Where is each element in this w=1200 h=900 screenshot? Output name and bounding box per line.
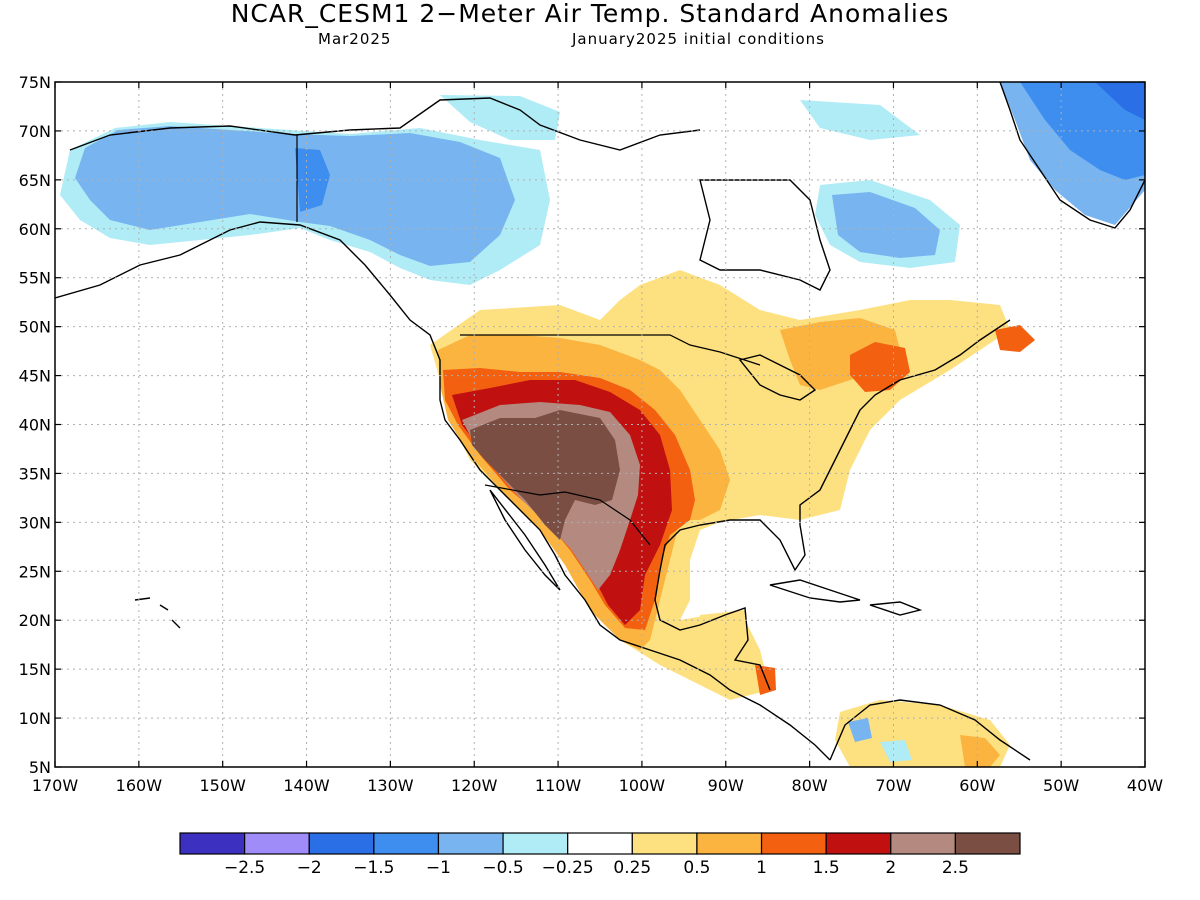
us-east-coast [654, 319, 1011, 691]
lon-label: 150W [200, 776, 247, 795]
legend-swatch [244, 832, 310, 855]
lat-label: 30N [19, 513, 51, 532]
lat-label: 10N [19, 709, 51, 728]
legend-label: 0.5 [683, 858, 710, 878]
legend-label: −2.5 [224, 858, 265, 878]
legend-label: 2.5 [942, 858, 969, 878]
us-canada-border [460, 334, 761, 366]
warm-anomaly-sa-orange [960, 735, 1000, 767]
lat-label: 50N [19, 318, 51, 337]
legend-swatch [631, 832, 698, 855]
coastlines [55, 82, 1145, 761]
legend-swatch [696, 832, 763, 855]
lat-label: 40N [19, 416, 51, 435]
legend-label: −1 [426, 858, 451, 878]
lon-label: 120W [451, 776, 498, 795]
legend-swatch [308, 832, 375, 855]
lon-label: 50W [1043, 776, 1079, 795]
cold-anomaly-sa [848, 718, 872, 742]
lon-label: 80W [792, 776, 828, 795]
cuba [769, 579, 861, 603]
lon-label: 170W [32, 776, 79, 795]
latitude-labels: 75N 70N 65N 60N 55N 50N 45N 40N 35N 30N 25N 20N 15N 1… [19, 73, 51, 777]
gridlines [55, 82, 1145, 767]
init-conditions: January2025 initial conditions [572, 30, 825, 48]
legend-label: −0.5 [482, 858, 523, 878]
legend-swatch [373, 832, 440, 855]
greenland-coast [999, 82, 1145, 229]
legend-label: 2 [885, 858, 896, 878]
color-legend: −2.5 −2 −1.5 −1 −0.5 −0.25 0.25 0.5 1 1.5 2 2.5 [179, 832, 1021, 878]
valid-month: Mar2025 [318, 30, 392, 48]
cold-anomaly-greenland-strong [1095, 82, 1145, 120]
lat-label: 55N [19, 269, 51, 288]
alaska-north-coast [69, 97, 701, 151]
legend-label: 1 [756, 858, 767, 878]
lat-label: 45N [19, 367, 51, 386]
warm-anomaly-newfoundland [995, 325, 1035, 352]
lat-label: 15N [19, 660, 51, 679]
warm-anomaly-extreme [470, 410, 620, 540]
lon-label: 90W [708, 776, 744, 795]
legend-swatch [502, 832, 569, 855]
lat-label: 70N [19, 122, 51, 141]
us-mexico-border [484, 484, 651, 546]
cold-anomaly-arctic [440, 95, 560, 140]
legend-label: −1.5 [353, 858, 394, 878]
warm-anomaly-yucatan [700, 610, 745, 660]
lat-label: 25N [19, 562, 51, 581]
cold-anomaly-sa2 [880, 740, 912, 762]
hudson-bay [699, 179, 831, 291]
legend-swatch [760, 832, 827, 855]
legend-swatch [825, 832, 892, 855]
cold-anomaly-arctic2 [800, 100, 920, 140]
lon-label: 70W [875, 776, 911, 795]
legend-swatch [567, 832, 633, 855]
south-america-coast [829, 699, 1031, 761]
lon-label: 100W [619, 776, 666, 795]
cold-anomaly-alaska-strong [295, 148, 330, 212]
lat-label: 65N [19, 171, 51, 190]
hispaniola [869, 601, 923, 616]
legend-swatch [890, 832, 956, 855]
lat-label: 20N [19, 611, 51, 630]
legend-label: −2 [297, 858, 322, 878]
legend-label: −0.25 [542, 858, 594, 878]
lon-label: 160W [116, 776, 163, 795]
north-america-west-coast [55, 221, 831, 761]
great-lakes [738, 354, 817, 401]
lat-label: 5N [29, 758, 51, 777]
legend-swatch [954, 832, 1021, 855]
legend-label: 0.25 [613, 858, 651, 878]
lon-label: 130W [367, 776, 414, 795]
lon-label: 40W [1127, 776, 1163, 795]
cold-anomaly-hudson-core [832, 192, 940, 258]
lat-label: 75N [19, 73, 51, 92]
lat-label: 60N [19, 220, 51, 239]
hawaii [134, 597, 181, 629]
axis-ticks [54, 81, 1146, 768]
legend-swatch [179, 832, 246, 855]
legend-swatch [437, 832, 504, 855]
cold-anomaly-alaska-core [75, 126, 515, 266]
longitude-labels: 170W 160W 150W 140W 130W 120W 110W 100W 90W 80W 70… [32, 776, 1163, 795]
warm-anomaly-maritime [850, 342, 910, 392]
lon-label: 60W [959, 776, 995, 795]
lon-label: 110W [535, 776, 582, 795]
lat-label: 35N [19, 464, 51, 483]
map-title: NCAR_CESM1 2−Meter Air Temp. Standard An… [230, 0, 950, 28]
baja [489, 489, 561, 591]
legend-label: 1.5 [813, 858, 840, 878]
lon-label: 140W [283, 776, 330, 795]
